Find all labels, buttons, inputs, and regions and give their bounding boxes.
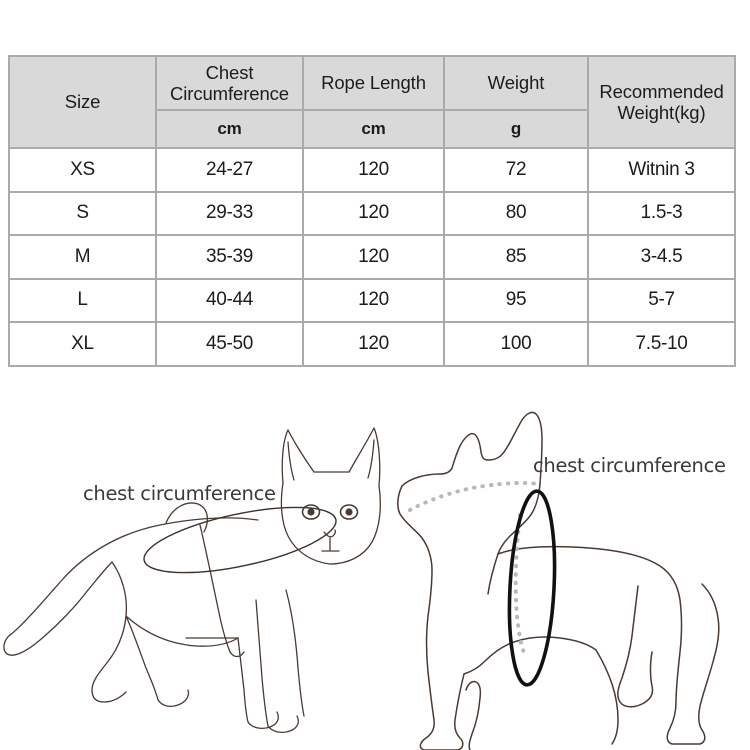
- cat-eye-right: [339, 504, 359, 520]
- header-recommended-weight: Recommended Weight(kg): [587, 55, 736, 149]
- cat-measurement-illustration: chest circumference: [3, 427, 381, 733]
- table-row: M 35-39 120 85 3-4.5: [8, 234, 736, 280]
- cell-size: XL: [8, 321, 157, 367]
- cell-size: L: [8, 277, 157, 323]
- cell-weight: 95: [443, 277, 589, 323]
- cell-rope: 120: [302, 234, 445, 280]
- cell-recommended-weight: 7.5-10: [587, 321, 736, 367]
- cell-size: S: [8, 190, 157, 236]
- dog-chest-circumference-label: chest circumference: [533, 454, 726, 477]
- table-row: XS 24-27 120 72 Witnin 3: [8, 147, 736, 193]
- dog-neck-dotted-guide: [408, 480, 540, 512]
- size-chart-table: Size Chest Circumference Rope Length Wei…: [8, 55, 736, 367]
- header-unit-weight: g: [443, 109, 589, 149]
- table-header-row-units: cm cm g: [9, 109, 735, 149]
- size-chart-table-container: Size Chest Circumference Rope Length Wei…: [8, 55, 736, 367]
- header-unit-chest: cm: [155, 109, 304, 149]
- cell-chest: 29-33: [155, 190, 304, 236]
- dog-chest-measure-ring: [507, 489, 557, 687]
- table-body: XS 24-27 120 72 Witnin 3 S 29-33 120 80 …: [8, 147, 736, 367]
- cell-rope: 120: [302, 321, 445, 367]
- table-header: Size Chest Circumference Rope Length Wei…: [8, 55, 736, 149]
- table-row: XL 45-50 120 100 7.5-10: [8, 321, 736, 367]
- cell-chest: 40-44: [155, 277, 304, 323]
- header-size: Size: [8, 55, 157, 149]
- cell-size: XS: [8, 147, 157, 193]
- header-chest-circumference: Chest Circumference: [155, 55, 304, 111]
- cell-weight: 100: [443, 321, 589, 367]
- dog-measurement-illustration: chest circumference: [397, 411, 726, 750]
- cell-recommended-weight: Witnin 3: [587, 147, 736, 193]
- cat-chest-circumference-label: chest circumference: [83, 482, 276, 505]
- cell-rope: 120: [302, 190, 445, 236]
- cat-chest-measure-ring: [143, 506, 337, 574]
- cell-recommended-weight: 5-7: [587, 277, 736, 323]
- cell-rope: 120: [302, 277, 445, 323]
- header-weight: Weight: [443, 55, 589, 111]
- cell-chest: 24-27: [155, 147, 304, 193]
- measurement-illustrations: chest circumference chest circumference: [0, 390, 750, 750]
- header-unit-rope: cm: [302, 109, 445, 149]
- cell-recommended-weight: 1.5-3: [587, 190, 736, 236]
- cell-rope: 120: [302, 147, 445, 193]
- cell-chest: 35-39: [155, 234, 304, 280]
- table-row: L 40-44 120 95 5-7: [8, 277, 736, 323]
- table-header-row-primary: Size Chest Circumference Rope Length Wei…: [8, 55, 736, 149]
- table-row: S 29-33 120 80 1.5-3: [8, 190, 736, 236]
- cell-chest: 45-50: [155, 321, 304, 367]
- cat-eye-left: [301, 504, 321, 520]
- header-rope-length: Rope Length: [302, 55, 445, 111]
- cell-weight: 85: [443, 234, 589, 280]
- dog-girth-dotted-guide: [513, 513, 528, 660]
- cell-weight: 80: [443, 190, 589, 236]
- cell-weight: 72: [443, 147, 589, 193]
- cell-size: M: [8, 234, 157, 280]
- cell-recommended-weight: 3-4.5: [587, 234, 736, 280]
